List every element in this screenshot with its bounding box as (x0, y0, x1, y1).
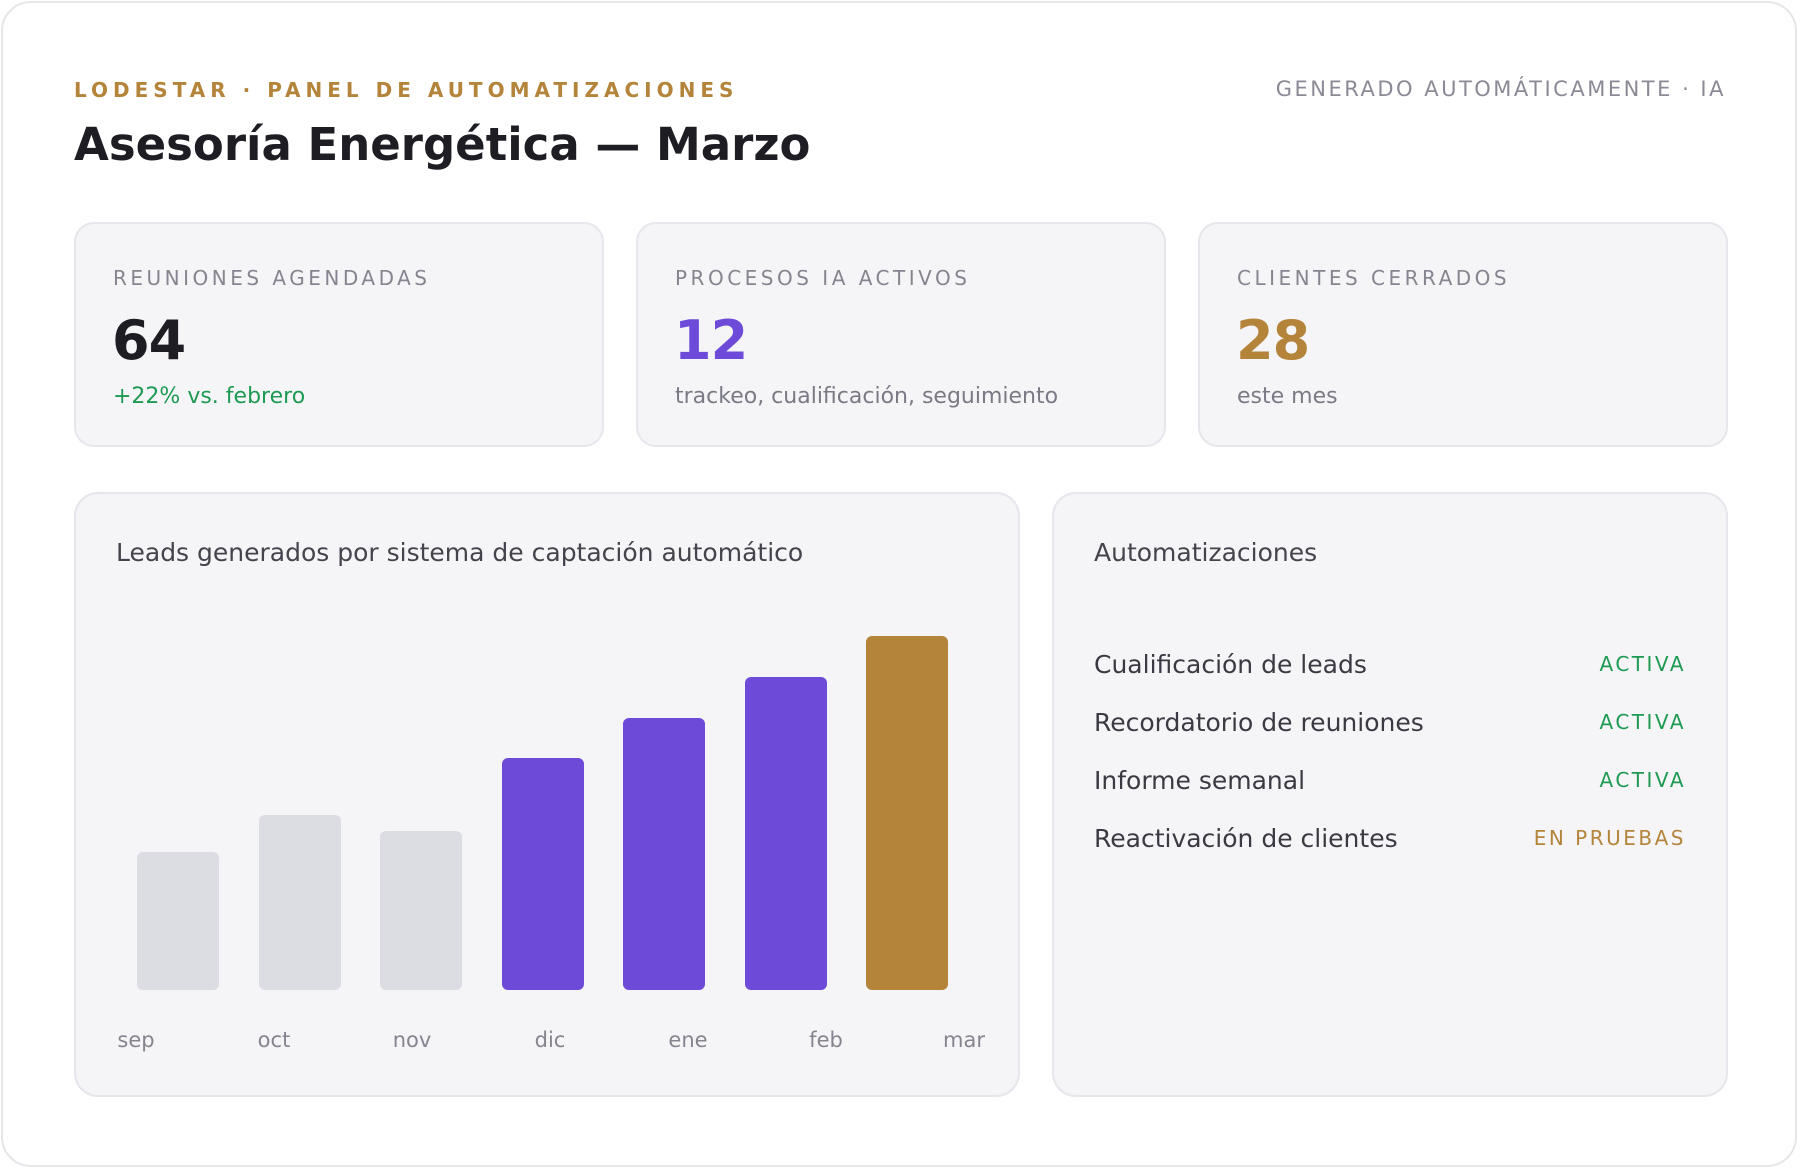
leads-chart-panel: Leads generados por sistema de captación… (74, 492, 1020, 1097)
automation-row: Reactivación de clientes EN PRUEBAS (1094, 824, 1686, 864)
kpi-label: PROCESOS IA ACTIVOS (675, 266, 971, 290)
leads-bar-chart: sep oct nov dic ene feb mar (76, 494, 1022, 1099)
kpi-label: REUNIONES AGENDADAS (113, 266, 431, 290)
bar-ene (623, 717, 705, 990)
x-tick-label: nov (392, 1028, 432, 1052)
bar-feb (744, 676, 827, 990)
kpi-card-closed-clients: CLIENTES CERRADOS 28 este mes (1198, 222, 1728, 447)
kpi-card-meetings: REUNIONES AGENDADAS 64 +22% vs. febrero (74, 222, 604, 447)
automation-status-badge: ACTIVA (1599, 652, 1686, 676)
automation-status-badge: ACTIVA (1599, 768, 1686, 792)
bar-dic (501, 758, 584, 990)
x-tick-label: sep (117, 1028, 155, 1052)
generated-label: GENERADO AUTOMÁTICAMENTE · IA (1275, 77, 1726, 101)
kpi-value: 28 (1236, 309, 1310, 372)
kpi-value: 64 (112, 309, 186, 372)
automation-row: Recordatorio de reuniones ACTIVA (1094, 708, 1686, 748)
kpi-subtext: trackeo, cualificación, seguimiento (675, 384, 1059, 409)
automation-name: Cualificación de leads (1094, 650, 1367, 679)
chart-title: Leads generados por sistema de captación… (116, 538, 804, 567)
page-title: Asesoría Energética — Marzo (74, 118, 811, 171)
bar-oct (258, 815, 341, 990)
kpi-value: 12 (674, 309, 748, 372)
bar-mar (866, 636, 948, 990)
x-tick-label: mar (943, 1028, 985, 1052)
x-tick-label: oct (257, 1028, 291, 1052)
bar-nov (380, 831, 462, 990)
automation-name: Informe semanal (1094, 766, 1306, 795)
automations-panel: Automatizaciones Cualificación de leads … (1052, 492, 1728, 1097)
x-tick-label: dic (534, 1028, 566, 1052)
automations-title: Automatizaciones (1094, 538, 1318, 567)
automation-status-badge: EN PRUEBAS (1533, 826, 1686, 850)
brand-label: LODESTAR · PANEL DE AUTOMATIZACIONES (74, 78, 739, 102)
automation-status-badge: ACTIVA (1599, 710, 1686, 734)
automation-name: Recordatorio de reuniones (1094, 708, 1424, 737)
x-tick-label: feb (809, 1028, 843, 1052)
automation-name: Reactivación de clientes (1094, 824, 1398, 853)
kpi-subtext: +22% vs. febrero (113, 384, 306, 409)
automation-row: Informe semanal ACTIVA (1094, 766, 1686, 806)
kpi-label: CLIENTES CERRADOS (1237, 266, 1511, 290)
kpi-subtext: este mes (1237, 384, 1338, 409)
kpi-card-ai-processes: PROCESOS IA ACTIVOS 12 trackeo, cualific… (636, 222, 1166, 447)
automation-row: Cualificación de leads ACTIVA (1094, 650, 1686, 690)
x-tick-label: ene (668, 1028, 708, 1052)
bar-sep (137, 851, 219, 990)
